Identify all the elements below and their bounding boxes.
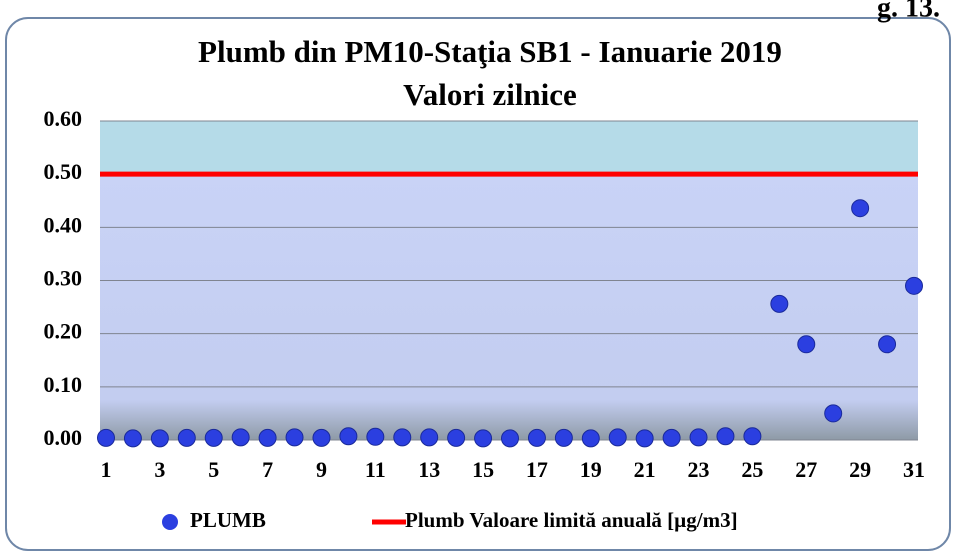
x-tick-label: 21: [634, 457, 656, 482]
data-point: [150, 429, 169, 448]
x-tick-label: 25: [741, 457, 763, 482]
x-tick-label: 3: [154, 457, 165, 482]
x-tick-label: 17: [526, 457, 548, 482]
data-point: [608, 428, 627, 447]
data-point: [743, 427, 762, 446]
x-tick-label: 13: [418, 457, 440, 482]
data-point: [339, 427, 358, 446]
data-point: [824, 404, 843, 423]
y-tick-label: 0.30: [44, 266, 83, 291]
data-point: [97, 428, 115, 447]
x-tick-label: 5: [208, 457, 219, 482]
plot-background-upper: [100, 121, 918, 175]
data-point: [905, 276, 923, 295]
data-point: [878, 335, 897, 354]
legend-label: PLUMB: [190, 508, 266, 532]
x-tick-label: 1: [101, 457, 112, 482]
data-point: [393, 428, 412, 447]
data-point: [501, 429, 519, 448]
data-point: [474, 429, 493, 448]
data-point: [447, 428, 466, 447]
data-point: [662, 428, 681, 447]
x-tick-label: 29: [849, 457, 871, 482]
data-point: [123, 429, 142, 448]
chart-title: Plumb din PM10-Staţia SB1 - Ianuarie 201…: [198, 34, 782, 69]
data-point: [689, 428, 708, 447]
legend-label: Plumb Valoare limită anuală [µg/m3]: [405, 508, 738, 532]
data-point: [851, 199, 870, 218]
y-tick-label: 0.40: [44, 212, 83, 237]
data-point: [366, 427, 385, 446]
data-point: [581, 429, 600, 448]
data-point: [177, 428, 196, 447]
y-tick-label: 0.60: [44, 106, 83, 131]
x-tick-label: 23: [688, 457, 710, 482]
plot-background-lower: [100, 174, 918, 440]
x-tick-label: 9: [316, 457, 327, 482]
y-tick-label: 0.50: [44, 159, 83, 184]
data-point: [231, 428, 250, 447]
data-point: [797, 335, 816, 354]
data-point: [204, 428, 223, 447]
data-point: [635, 429, 654, 448]
x-tick-label: 27: [795, 457, 817, 482]
annotation: g. 13.: [877, 0, 940, 23]
y-tick-label: 0.20: [44, 319, 83, 344]
data-point: [770, 294, 789, 313]
data-point: [285, 428, 304, 447]
x-tick-label: 31: [903, 457, 925, 482]
legend-marker: [162, 514, 178, 530]
x-tick-label: 7: [262, 457, 273, 482]
data-point: [312, 428, 331, 447]
data-point: [258, 428, 277, 447]
data-point: [527, 428, 546, 447]
data-point: [420, 428, 439, 447]
data-point: [554, 428, 573, 447]
x-tick-label: 15: [472, 457, 494, 482]
x-tick-label: 19: [580, 457, 602, 482]
y-tick-label: 0.00: [44, 425, 83, 450]
x-tick-label: 11: [365, 457, 386, 482]
chart-subtitle: Valori zilnice: [403, 77, 577, 112]
y-tick-label: 0.10: [44, 372, 83, 397]
data-point: [716, 427, 735, 446]
